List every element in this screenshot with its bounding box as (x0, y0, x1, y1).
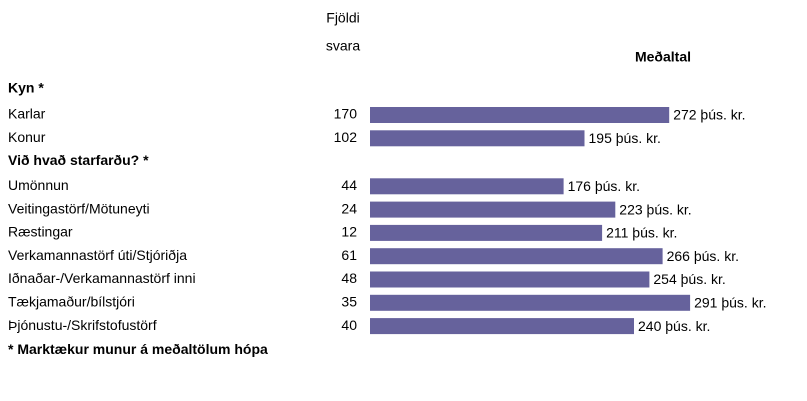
bar (370, 318, 634, 335)
value-label: 254 þús. kr. (653, 271, 725, 287)
group-label: Kyn * (8, 80, 44, 96)
count: 170 (334, 106, 358, 122)
value-label: 291 þús. kr. (694, 295, 766, 311)
bar (370, 130, 585, 147)
row-label: Ræstingar (8, 224, 73, 240)
count: 35 (341, 294, 357, 310)
row-label: Verkamannastörf úti/Stjóriðja (8, 247, 187, 263)
value-label: 272 þús. kr. (673, 107, 745, 123)
value-label: 240 þús. kr. (638, 318, 710, 334)
count: 24 (341, 200, 357, 216)
value-header: Meðaltal (635, 49, 691, 65)
row-label: Umönnun (8, 177, 69, 193)
count: 48 (341, 270, 357, 286)
value-label: 176 þús. kr. (568, 178, 640, 194)
value-label: 266 þús. kr. (667, 248, 739, 264)
row-label: Iðnaðar-/Verkamannastörf inni (8, 270, 196, 286)
count-header: Fjöldi (326, 10, 359, 26)
group-label: Við hvað starfarðu? * (8, 152, 149, 168)
count: 102 (334, 129, 358, 145)
row-label: Þjónustu-/Skrifstofustörf (8, 317, 157, 333)
bar (370, 224, 603, 241)
row-label: Konur (8, 129, 46, 145)
count: 61 (341, 247, 357, 263)
count: 12 (341, 224, 357, 240)
value-label: 195 þús. kr. (589, 130, 661, 146)
bar (370, 201, 616, 218)
bar (370, 294, 691, 311)
value-label: 211 þús. kr. (606, 225, 677, 241)
value-label: 223 þús. kr. (619, 201, 691, 217)
count: 44 (341, 177, 357, 193)
bar (370, 178, 564, 195)
bar (370, 271, 650, 288)
count: 40 (341, 317, 357, 333)
bar (370, 107, 670, 123)
count-header: svara (326, 38, 360, 54)
footnote: * Marktækur munur á meðaltölum hópa (8, 341, 268, 357)
row-label: Karlar (8, 106, 46, 122)
row-label: Veitingastörf/Mötuneyti (8, 200, 150, 216)
row-label: Tækjamaður/bílstjóri (8, 294, 135, 310)
bar (370, 248, 663, 265)
